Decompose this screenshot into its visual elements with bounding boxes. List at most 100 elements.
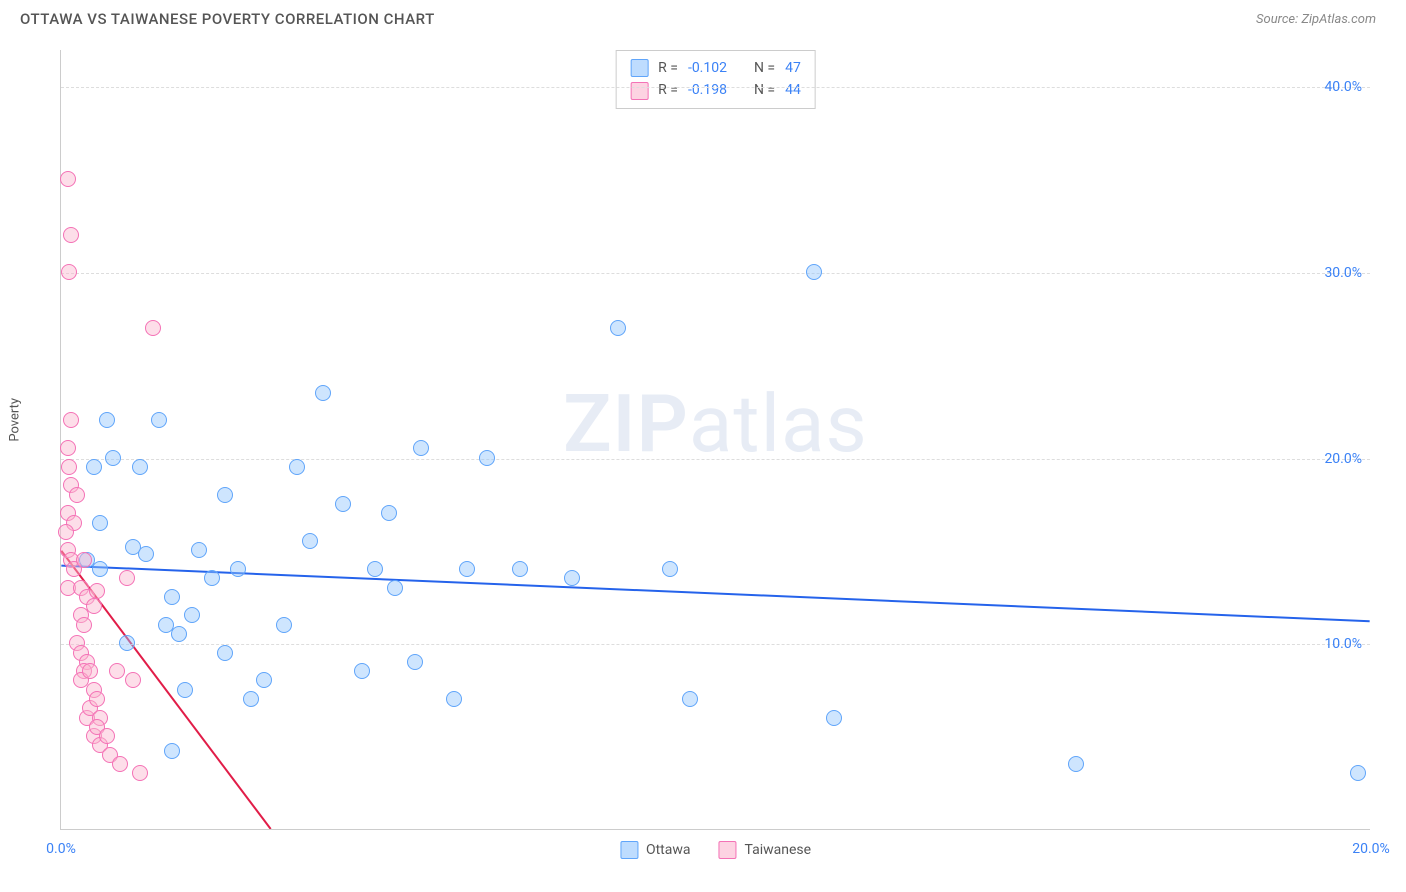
data-point	[512, 561, 528, 577]
stats-row: R = -0.198 N = 44	[630, 79, 801, 101]
x-tick-label: 0.0%	[46, 841, 76, 857]
stat-n-label: N =	[754, 79, 775, 101]
data-point	[89, 583, 105, 599]
legend-label: Taiwanese	[745, 842, 812, 858]
data-point	[302, 533, 318, 549]
data-point	[82, 663, 98, 679]
data-point	[132, 765, 148, 781]
data-point	[243, 691, 259, 707]
data-point	[69, 487, 85, 503]
legend-item: Ottawa	[620, 841, 691, 859]
stat-n-value: 47	[785, 57, 801, 79]
data-point	[76, 617, 92, 633]
data-point	[610, 320, 626, 336]
data-point	[109, 663, 125, 679]
data-point	[1350, 765, 1366, 781]
data-point	[92, 515, 108, 531]
stat-r-label: R =	[658, 79, 678, 101]
chart-header: OTTAWA VS TAIWANESE POVERTY CORRELATION …	[0, 0, 1406, 36]
data-point	[60, 440, 76, 456]
data-point	[217, 487, 233, 503]
data-point	[230, 561, 246, 577]
data-point	[381, 505, 397, 521]
data-point	[171, 626, 187, 642]
stat-r-value: -0.102	[688, 57, 727, 79]
gridline	[61, 273, 1370, 274]
data-point	[289, 459, 305, 475]
data-point	[151, 412, 167, 428]
watermark-atlas: atlas	[689, 377, 868, 471]
legend-bottom: Ottawa Taiwanese	[620, 841, 811, 859]
source-prefix: Source:	[1256, 12, 1301, 27]
data-point	[446, 691, 462, 707]
data-point	[138, 546, 154, 562]
gridline	[61, 644, 1370, 645]
data-point	[367, 561, 383, 577]
chart-area: Poverty ZIPatlas R =-0.102 N =47R =-0.19…	[20, 40, 1386, 872]
watermark: ZIPatlas	[563, 377, 868, 471]
data-point	[177, 682, 193, 698]
chart-title: OTTAWA VS TAIWANESE POVERTY CORRELATION …	[20, 10, 435, 28]
data-point	[164, 743, 180, 759]
stats-row: R = -0.102 N = 47	[630, 57, 801, 79]
data-point	[256, 672, 272, 688]
data-point	[164, 589, 180, 605]
data-point	[61, 459, 77, 475]
y-tick-label: 10.0%	[1324, 636, 1362, 652]
data-point	[204, 570, 220, 586]
data-point	[479, 450, 495, 466]
data-point	[92, 561, 108, 577]
data-point	[682, 691, 698, 707]
stat-r-label: R =	[658, 57, 678, 79]
data-point	[86, 598, 102, 614]
gridline	[61, 459, 1370, 460]
data-point	[132, 459, 148, 475]
source-name: ZipAtlas.com	[1301, 12, 1376, 27]
data-point	[806, 264, 822, 280]
data-point	[99, 728, 115, 744]
data-point	[119, 570, 135, 586]
data-point	[662, 561, 678, 577]
data-point	[86, 459, 102, 475]
legend-swatch	[630, 59, 648, 77]
data-point	[60, 171, 76, 187]
legend-label: Ottawa	[646, 842, 691, 858]
data-point	[276, 617, 292, 633]
legend-swatch	[620, 841, 638, 859]
data-point	[119, 635, 135, 651]
stat-r-value: -0.198	[688, 79, 727, 101]
legend-swatch	[719, 841, 737, 859]
data-point	[826, 710, 842, 726]
data-point	[191, 542, 207, 558]
chart-source: Source: ZipAtlas.com	[1256, 12, 1376, 27]
data-point	[1068, 756, 1084, 772]
data-point	[99, 412, 115, 428]
trend-lines	[61, 50, 1370, 829]
data-point	[105, 450, 121, 466]
data-point	[125, 672, 141, 688]
data-point	[63, 412, 79, 428]
legend-swatch	[630, 82, 648, 100]
data-point	[354, 663, 370, 679]
data-point	[217, 645, 233, 661]
data-point	[89, 691, 105, 707]
y-tick-label: 30.0%	[1324, 265, 1362, 281]
data-point	[564, 570, 580, 586]
legend-item: Taiwanese	[719, 841, 812, 859]
data-point	[315, 385, 331, 401]
stat-n-value: 44	[785, 79, 801, 101]
data-point	[459, 561, 475, 577]
x-tick-label: 20.0%	[1352, 841, 1390, 857]
data-point	[76, 552, 92, 568]
gridline	[61, 87, 1370, 88]
stat-n-label: N =	[754, 57, 775, 79]
data-point	[335, 496, 351, 512]
data-point	[61, 264, 77, 280]
data-point	[63, 227, 79, 243]
data-point	[184, 607, 200, 623]
y-tick-label: 20.0%	[1324, 451, 1362, 467]
data-point	[145, 320, 161, 336]
watermark-zip: ZIP	[563, 377, 689, 471]
data-point	[407, 654, 423, 670]
data-point	[387, 580, 403, 596]
